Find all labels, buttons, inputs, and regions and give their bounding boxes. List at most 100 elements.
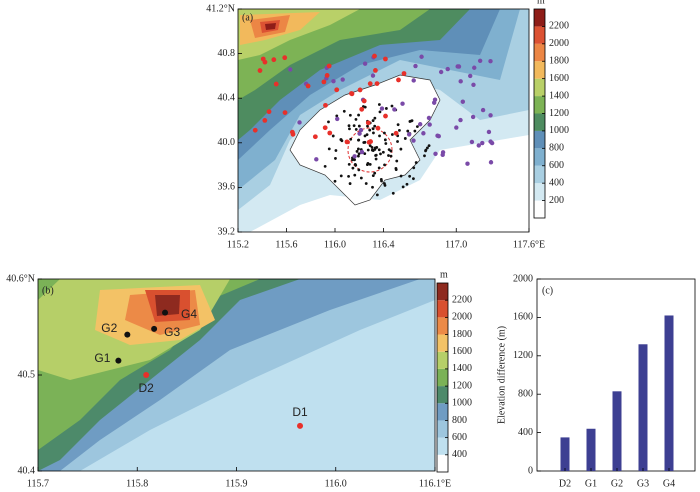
station-dot [356,147,360,151]
y-tick-label: 41.2°N [206,3,235,14]
station-dot [393,130,399,136]
y-tick-label: 40.5 [18,369,36,380]
x-tick-label: G1 [585,478,597,489]
station [115,357,122,364]
station-dot [468,73,473,79]
bar [560,437,570,471]
x-tick-label: G3 [637,478,649,489]
station-dot [357,152,361,156]
colorbar-label: 1800 [549,56,569,67]
station-label: G2 [101,321,117,335]
station-dot [354,163,358,167]
station-dots [252,53,495,197]
station-dot [421,131,426,136]
station-dot [348,113,352,117]
station-dot [395,159,399,163]
station-dot [465,161,470,166]
station-dot [476,143,481,148]
station-dot [324,73,330,78]
station-dot [383,163,386,167]
station-dot [403,137,407,140]
station-dot [339,174,343,178]
colorbar-label: 600 [452,432,467,443]
station-dot [353,158,356,162]
colorbar-block [534,96,545,114]
station-dot [297,120,302,125]
station-dot [378,134,381,138]
station-dot [396,77,401,83]
y-tick-label: 400 [518,427,533,438]
station-dot [371,174,375,178]
station-dot [344,139,350,145]
station-dot [387,154,390,157]
station-dot [354,128,358,131]
station-dot [368,162,372,166]
y-tick-label: 40.0 [218,137,236,148]
station-dot [374,154,377,157]
urban-circle [347,127,393,173]
station-dot [433,151,438,156]
station-dot [471,82,476,87]
colorbar-block [534,9,545,27]
station-dot [357,131,362,136]
station-dot [458,79,463,84]
terrain-band [265,23,276,30]
x-tick-label: G4 [663,478,675,489]
station-dot [400,101,405,106]
station-dot [427,122,432,127]
station-dot [414,161,418,164]
station-dot [322,125,328,131]
station-dot [262,117,268,123]
station-dot [282,55,288,61]
station-dot [363,152,367,156]
y-tick-label: 40.8 [218,48,236,59]
station-dot [377,166,381,170]
station-dot [423,154,426,158]
station-dot [366,124,369,128]
x-tick-label: 116.4 [372,239,394,250]
x-tick-label: 115.6 [275,239,297,250]
station-dot [371,119,375,122]
station-dot [383,182,386,185]
station-dot [486,129,492,135]
station-dot [323,102,328,108]
station-dot [363,140,367,144]
station-dot [347,124,351,128]
station-dot [370,73,376,78]
station-dot [353,173,357,177]
station-dot [488,160,494,165]
station-dot [392,107,397,112]
station-dot [340,77,345,82]
station-dot [445,66,450,72]
station-dot [354,117,358,121]
station-dot [378,110,382,114]
colorbar-frame [436,282,449,473]
station-label: D2 [139,381,155,395]
y-tick-label: 40.4 [218,92,236,103]
station-dot [314,157,319,162]
station-dot [456,64,462,69]
station-dot [405,182,409,186]
station-dot [359,149,365,155]
y-tick-label: 0 [528,465,533,476]
station-dot [379,106,385,111]
station-dot [383,131,386,135]
station-dot [288,67,293,72]
colorbar-label: 1200 [452,380,472,391]
colorbar-block [534,200,545,218]
station-dot [372,131,375,135]
station-dot [257,68,263,73]
station-dot [358,127,364,133]
x-tick-label: G2 [611,478,623,489]
station-dot [361,98,367,104]
station-dot [356,154,360,158]
station-dot [321,79,327,85]
colorbar-label: 200 [549,195,564,206]
station-dot [365,120,371,126]
station-dot [379,152,382,156]
station-dot [488,59,493,64]
station-dot [366,148,370,152]
station-dot [334,87,340,93]
station-dot [282,110,288,115]
